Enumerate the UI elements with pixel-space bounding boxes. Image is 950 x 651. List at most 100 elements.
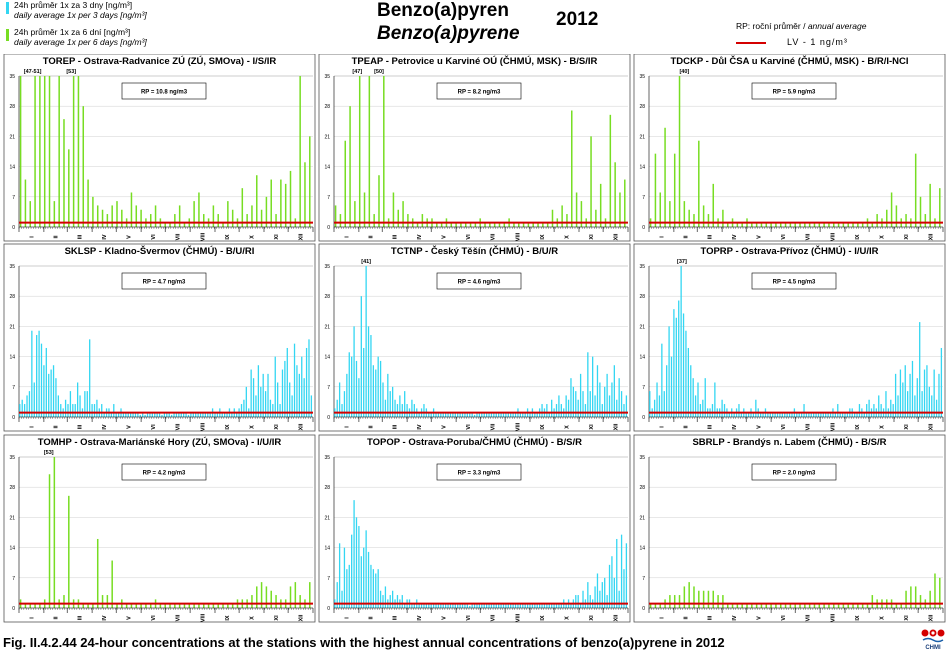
bar	[531, 603, 534, 608]
bar	[683, 586, 686, 608]
bar	[377, 569, 379, 608]
bar	[457, 412, 459, 417]
legend-item-3days: 24h průměr 1x za 3 dny [ng/m³] daily ave…	[14, 0, 147, 20]
bar	[733, 412, 735, 417]
bar	[512, 412, 514, 417]
month-label: IX	[540, 615, 546, 621]
y-tick-label: 7	[642, 385, 645, 391]
bar	[880, 404, 882, 417]
month-label: VI	[781, 234, 787, 240]
bar	[518, 222, 520, 227]
bar	[265, 586, 268, 608]
bar	[904, 365, 906, 417]
month-label: II	[684, 616, 690, 620]
bar	[430, 412, 432, 417]
annual-average-box	[121, 272, 207, 290]
panel-frame	[3, 434, 316, 623]
bar	[813, 222, 816, 227]
bar	[561, 205, 563, 227]
bar	[365, 266, 367, 417]
bar	[775, 222, 777, 227]
legend-swatch-green	[6, 29, 9, 41]
bar	[363, 347, 365, 417]
bar	[464, 222, 467, 227]
y-tick-label: 14	[324, 165, 330, 171]
bar	[158, 412, 161, 417]
bar	[502, 603, 505, 608]
bar	[485, 412, 488, 417]
bar	[548, 603, 550, 608]
bar	[548, 412, 550, 417]
bar	[489, 222, 491, 227]
bar	[82, 106, 85, 227]
bar	[784, 412, 786, 417]
month-label: XII	[614, 423, 620, 430]
bar	[765, 603, 768, 608]
bar	[827, 412, 829, 417]
bar	[92, 196, 94, 227]
panel-frame	[633, 54, 946, 242]
bar	[454, 603, 456, 608]
month-label: IV	[417, 615, 423, 621]
limit-value-legend-line	[736, 42, 766, 44]
month-label: VIII	[516, 422, 522, 431]
bar	[193, 603, 195, 608]
bar	[212, 205, 215, 227]
bar	[596, 573, 599, 608]
bar	[227, 201, 229, 227]
month-label: XII	[299, 614, 305, 621]
bar	[457, 603, 459, 608]
y-tick-label: 21	[9, 515, 15, 521]
y-tick-label: 7	[12, 576, 15, 582]
month-label: X	[250, 235, 256, 239]
bar	[373, 214, 375, 227]
bar	[178, 412, 180, 417]
bar	[309, 582, 311, 608]
title-english: Benzo(a)pyrene	[377, 23, 520, 44]
bar	[541, 603, 543, 608]
bar	[226, 412, 228, 417]
month-label: X	[565, 235, 571, 239]
month-label: VII	[806, 423, 812, 430]
bar	[897, 395, 899, 417]
bar	[775, 603, 777, 608]
bar	[183, 222, 186, 227]
bar	[197, 412, 199, 417]
bar	[130, 192, 133, 227]
bar	[270, 590, 272, 608]
bar	[772, 412, 774, 417]
bar	[122, 412, 125, 417]
bar	[67, 404, 69, 417]
bar	[379, 360, 382, 417]
month-label: IX	[225, 424, 231, 430]
month-label: VII	[176, 423, 182, 430]
bar	[60, 404, 62, 417]
bar	[231, 209, 234, 227]
month-label: IX	[855, 424, 861, 430]
bar	[929, 590, 931, 608]
month-label: III	[393, 424, 399, 429]
rp-legend-en: annual average	[807, 21, 867, 31]
bar	[910, 586, 912, 608]
bar	[594, 395, 596, 417]
bar	[346, 373, 348, 417]
bar	[101, 595, 104, 608]
bar	[134, 412, 137, 417]
bar	[800, 412, 803, 417]
bar	[19, 76, 22, 227]
bar	[58, 76, 60, 227]
bar	[111, 205, 113, 227]
y-tick-label: 21	[9, 324, 15, 330]
bar	[274, 356, 276, 417]
month-label: XI	[589, 234, 595, 240]
bar	[555, 603, 558, 608]
bar	[291, 395, 293, 417]
bar	[654, 153, 657, 227]
bar	[613, 365, 615, 417]
bar	[416, 222, 419, 227]
bar	[543, 603, 546, 608]
bar	[445, 412, 447, 417]
bar	[384, 586, 387, 608]
bar	[488, 603, 490, 608]
bar	[243, 399, 245, 417]
